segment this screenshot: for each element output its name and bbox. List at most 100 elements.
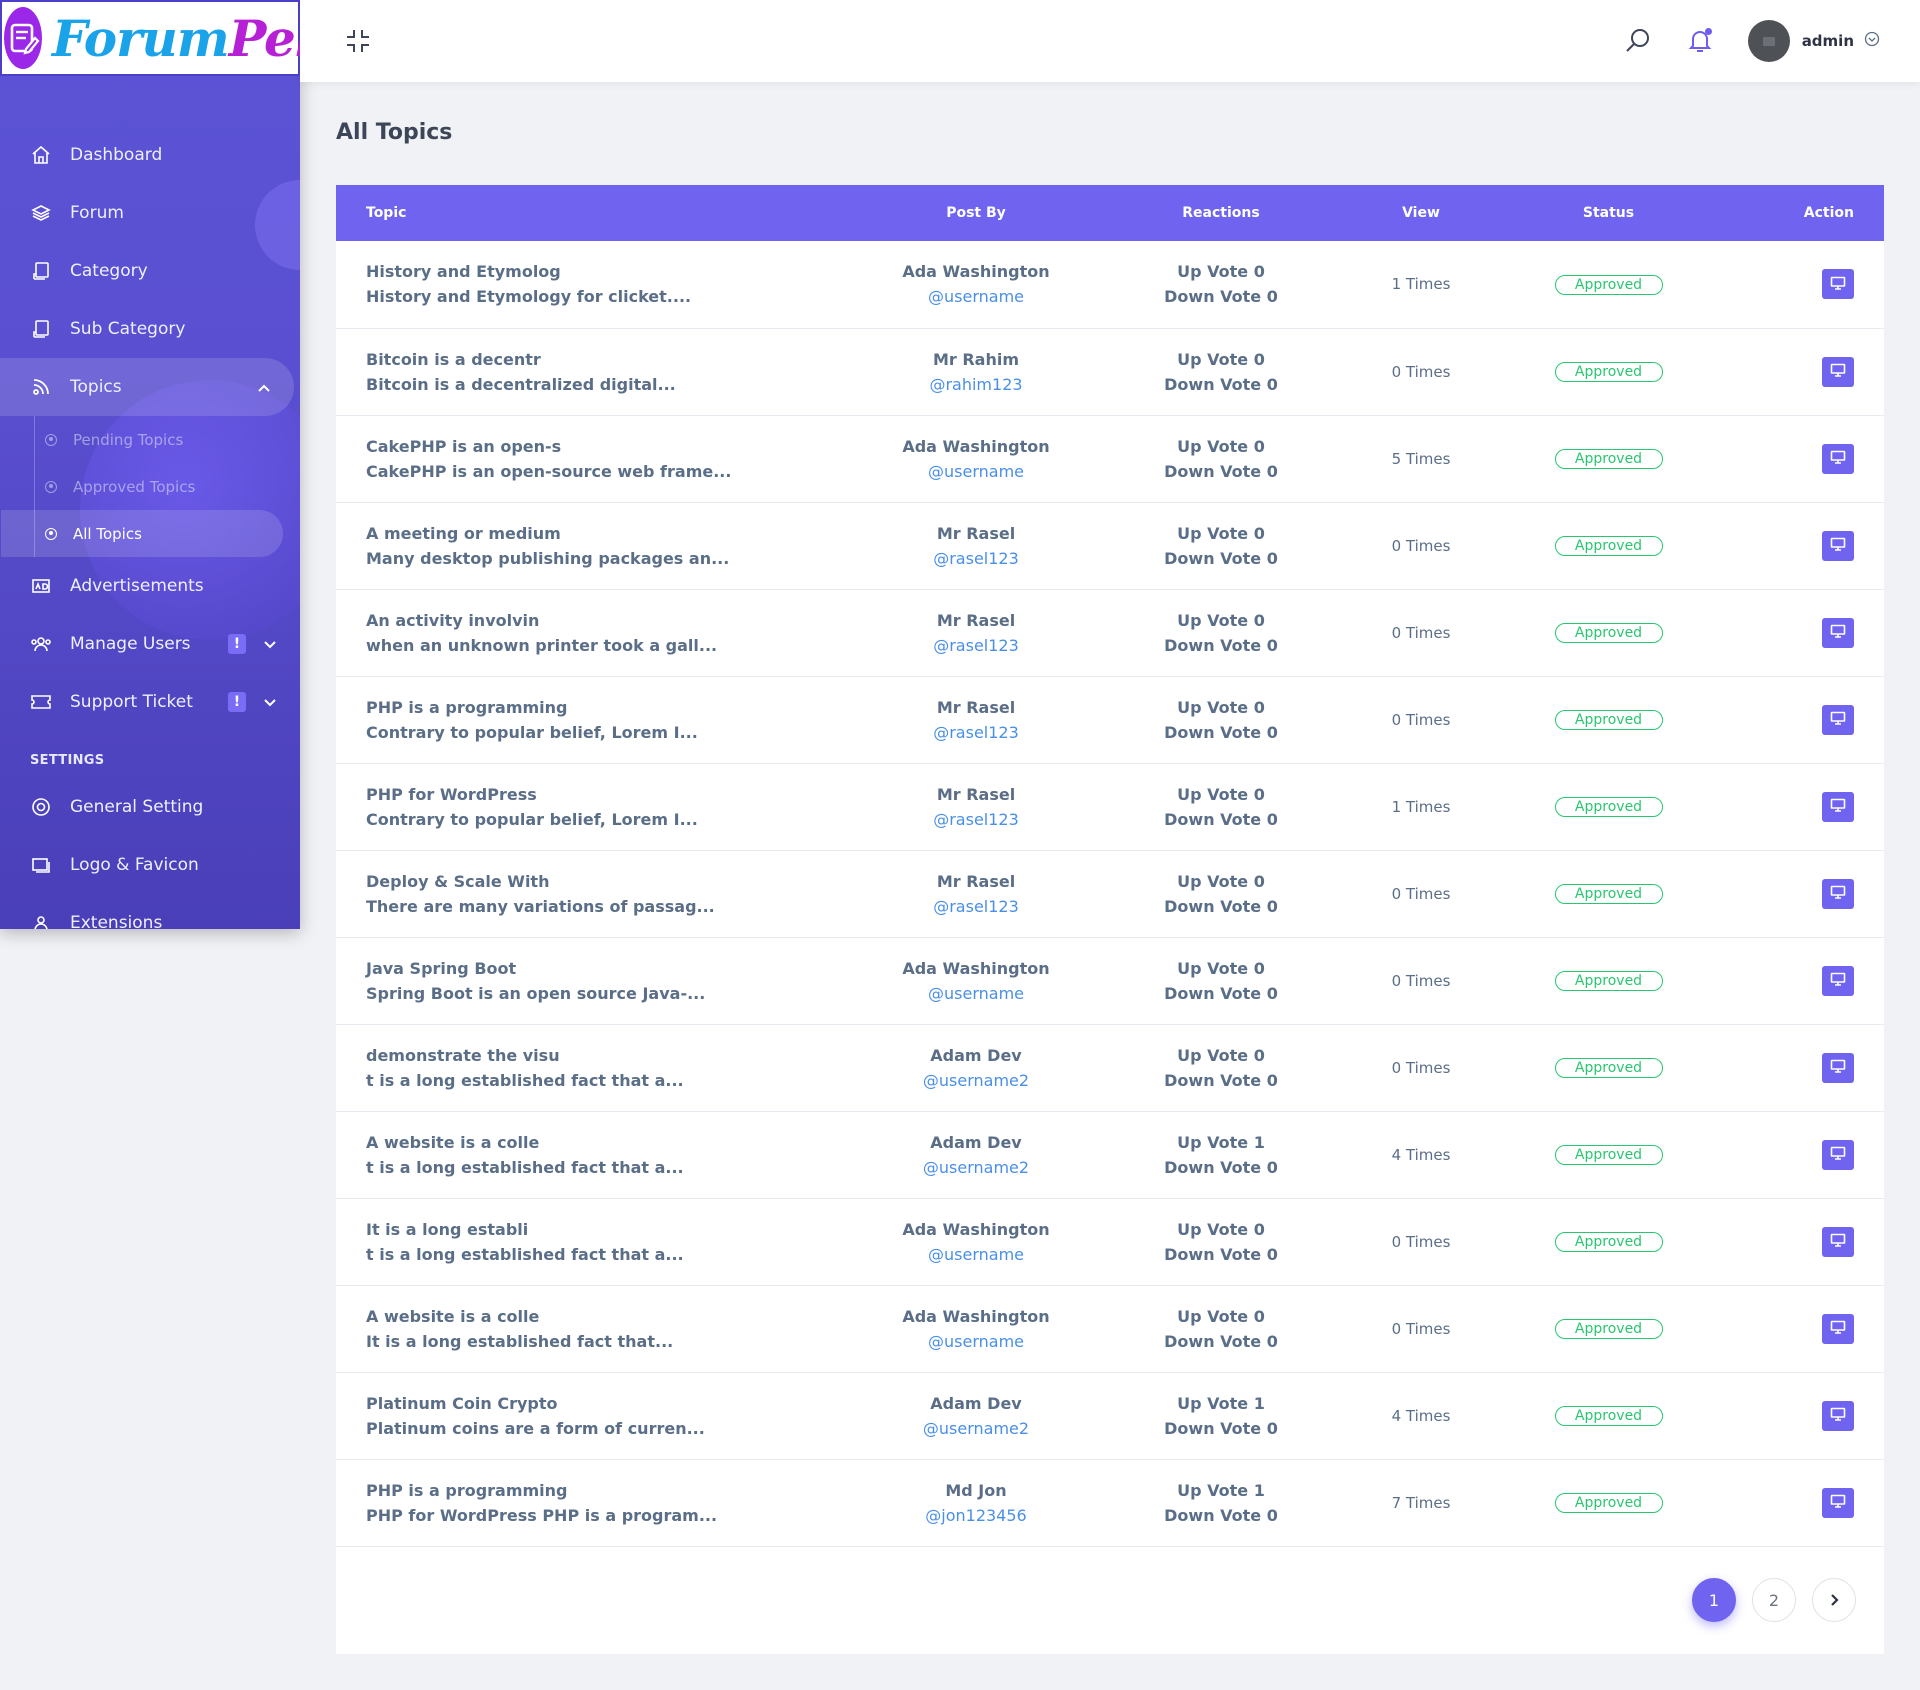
- view-count: 0 Times: [1391, 1232, 1451, 1251]
- view-details-button[interactable]: [1822, 1226, 1854, 1257]
- view-details-button[interactable]: [1822, 269, 1854, 300]
- reactions-cell: Up Vote 0 Down Vote 0: [1086, 1285, 1356, 1372]
- sidebar-subitem-approved-topics[interactable]: Approved Topics: [35, 463, 300, 510]
- view-count: 0 Times: [1391, 1058, 1451, 1077]
- table-row: A website is a colle It is a long establ…: [336, 1285, 1884, 1372]
- author-username-link[interactable]: @jon123456: [925, 1505, 1027, 1525]
- images-icon: [30, 854, 52, 876]
- author-username-link[interactable]: @rasel123: [933, 548, 1019, 568]
- next-page-button[interactable]: [1812, 1578, 1856, 1622]
- topic-title: demonstrate the visu: [366, 1045, 560, 1065]
- view-count: 0 Times: [1391, 1319, 1451, 1338]
- column-header-status: Status: [1582, 205, 1635, 221]
- desktop-icon: [1830, 710, 1846, 729]
- desktop-icon: [1830, 536, 1846, 555]
- sidebar-item-label: Forum: [70, 203, 124, 223]
- user-menu[interactable]: admin: [1747, 20, 1880, 62]
- view-details-button[interactable]: [1822, 1313, 1854, 1344]
- bell-icon[interactable]: [1686, 27, 1714, 55]
- sidebar-item-label: Manage Users: [70, 634, 191, 654]
- collapse-sidebar-button[interactable]: [345, 28, 371, 54]
- action-cell: [1731, 241, 1884, 328]
- sidebar-item-sub-category[interactable]: Sub Category: [0, 300, 300, 358]
- post-by-cell: Mr Rahim @rahim123: [866, 328, 1086, 415]
- author-username-link[interactable]: @username2: [922, 1418, 1030, 1438]
- status-badge: Approved: [1554, 710, 1663, 730]
- table-row: PHP is a programming PHP for WordPress P…: [336, 1459, 1884, 1546]
- author-username-link[interactable]: @username: [928, 461, 1024, 481]
- user-icon: [30, 912, 52, 929]
- sidebar-item-dashboard[interactable]: Dashboard: [0, 126, 300, 184]
- status-cell: Approved: [1486, 1459, 1731, 1546]
- author-username-link[interactable]: @username: [928, 1244, 1024, 1264]
- action-cell: [1731, 502, 1884, 589]
- author-username-link[interactable]: @rasel123: [933, 896, 1019, 916]
- topic-title: PHP is a programming: [366, 697, 568, 717]
- reactions-cell: Up Vote 0 Down Vote 0: [1086, 850, 1356, 937]
- topic-excerpt: Spring Boot is an open source Java-...: [366, 983, 706, 1003]
- table-header-row: Topic Post By Reactions View Status Acti…: [336, 185, 1884, 241]
- status-badge: Approved: [1554, 623, 1663, 643]
- view-details-button[interactable]: [1822, 1052, 1854, 1083]
- sidebar-item-logo-favicon[interactable]: Logo & Favicon: [0, 836, 300, 894]
- author-username-link[interactable]: @username: [928, 1331, 1024, 1351]
- status-badge: Approved: [1554, 274, 1663, 295]
- sidebar-subitem-all-topics[interactable]: All Topics: [1, 510, 283, 557]
- view-count: 5 Times: [1391, 449, 1451, 468]
- status-cell: Approved: [1486, 1285, 1731, 1372]
- sidebar-item-support-ticket[interactable]: Support Ticket !: [0, 673, 300, 731]
- author-username-link[interactable]: @rasel123: [933, 635, 1019, 655]
- sidebar-item-manage-users[interactable]: Manage Users !: [0, 615, 300, 673]
- sidebar-item-advertisements[interactable]: Advertisements: [0, 557, 300, 615]
- view-details-button[interactable]: [1822, 356, 1854, 387]
- sidebar-item-forum[interactable]: Forum: [0, 184, 300, 242]
- topic-cell: demonstrate the visu t is a long establi…: [336, 1024, 866, 1111]
- topic-cell: A website is a colle t is a long establi…: [336, 1111, 866, 1198]
- sidebar-item-label: General Setting: [70, 797, 204, 817]
- view-details-button[interactable]: [1822, 617, 1854, 648]
- author-username-link[interactable]: @username2: [922, 1070, 1030, 1090]
- status-cell: Approved: [1486, 676, 1731, 763]
- author-username-link[interactable]: @rasel123: [933, 722, 1019, 742]
- view-details-button[interactable]: [1822, 1139, 1854, 1170]
- table-row: demonstrate the visu t is a long establi…: [336, 1024, 1884, 1111]
- view-details-button[interactable]: [1822, 1487, 1854, 1518]
- chevron-down-circle-icon: [1864, 31, 1880, 51]
- page-button-2[interactable]: 2: [1752, 1578, 1796, 1622]
- reactions-cell: Up Vote 1 Down Vote 0: [1086, 1459, 1356, 1546]
- author-username-link[interactable]: @rahim123: [929, 374, 1023, 394]
- page-button-1[interactable]: 1: [1692, 1578, 1736, 1622]
- view-details-button[interactable]: [1822, 443, 1854, 474]
- desktop-icon: [1830, 1319, 1846, 1338]
- topic-cell: Java Spring Boot Spring Boot is an open …: [336, 937, 866, 1024]
- topic-excerpt: Many desktop publishing packages an...: [366, 548, 730, 568]
- sidebar-item-general-setting[interactable]: General Setting: [0, 778, 300, 836]
- search-icon[interactable]: [1624, 27, 1652, 55]
- sidebar-item-category[interactable]: Category: [0, 242, 300, 300]
- status-cell: Approved: [1486, 1111, 1731, 1198]
- view-details-button[interactable]: [1822, 704, 1854, 735]
- up-vote-count: Up Vote 0: [1177, 1045, 1265, 1065]
- author-name: Md Jon: [945, 1480, 1007, 1500]
- author-username-link[interactable]: @rasel123: [933, 809, 1019, 829]
- view-count: 1 Times: [1391, 797, 1451, 816]
- view-details-button[interactable]: [1822, 530, 1854, 561]
- sidebar-item-topics[interactable]: Topics: [0, 358, 294, 416]
- action-cell: [1731, 415, 1884, 502]
- view-details-button[interactable]: [1822, 1400, 1854, 1431]
- sidebar-item-extensions[interactable]: Extensions: [0, 894, 300, 929]
- sidebar-subitem-pending-topics[interactable]: Pending Topics: [35, 416, 300, 463]
- view-count: 4 Times: [1391, 1406, 1451, 1425]
- column-header-action: Action: [1803, 205, 1854, 221]
- table-row: Deploy & Scale With There are many varia…: [336, 850, 1884, 937]
- brand-logo[interactable]: ForumPel: [0, 0, 300, 76]
- status-badge: Approved: [1554, 1232, 1663, 1252]
- view-details-button[interactable]: [1822, 878, 1854, 909]
- author-username-link[interactable]: @username2: [922, 1157, 1030, 1177]
- logo-notepad-icon: [4, 7, 42, 69]
- down-vote-count: Down Vote 0: [1164, 287, 1278, 307]
- author-username-link[interactable]: @username: [928, 983, 1024, 1003]
- view-details-button[interactable]: [1822, 791, 1854, 822]
- author-username-link[interactable]: @username: [928, 287, 1024, 307]
- view-details-button[interactable]: [1822, 965, 1854, 996]
